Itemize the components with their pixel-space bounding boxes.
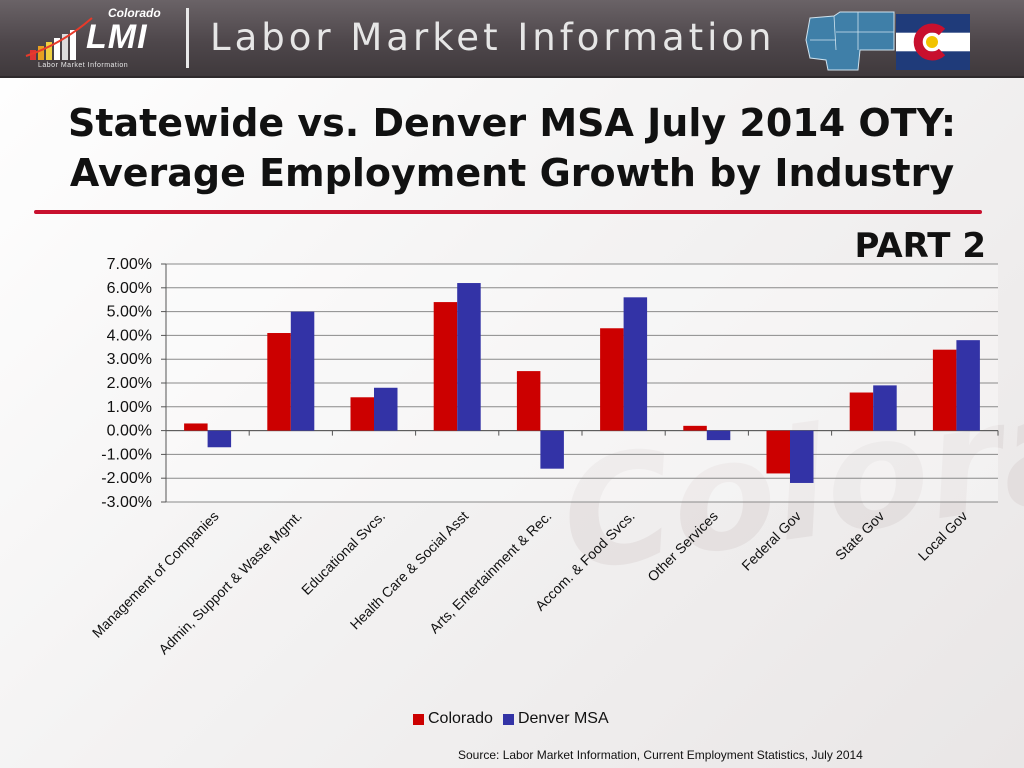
y-tick-label: -2.00% [101,470,152,487]
legend-label-colorado: Colorado [428,710,493,727]
y-tick-label: 7.00% [107,256,152,273]
y-tick-label: 6.00% [107,280,152,297]
source-note: Source: Labor Market Information, Curren… [458,748,863,762]
bar-denver [540,430,564,469]
y-tick-label: 1.00% [107,399,152,416]
bar-colorado [267,333,291,431]
legend-item-denver: Denver MSA [502,710,609,728]
bar-denver [374,387,398,431]
y-tick-label: 0.00% [107,423,152,440]
bar-colorado [184,423,208,431]
bar-colorado [350,397,374,431]
lmi-logo-icon [25,17,93,60]
y-tick-label: 3.00% [107,351,152,368]
bar-denver [956,340,980,431]
legend-label-denver: Denver MSA [517,710,609,727]
page-title: Statewide vs. Denver MSA July 2014 OTY: … [0,98,1024,198]
y-tick-label: 4.00% [107,327,152,344]
category-label: Educational Svcs. [298,508,388,598]
legend-swatch-colorado [413,713,424,725]
bar-colorado [516,371,541,431]
logo-top-text: Colorado [108,6,161,20]
header-banner: Colorado LMI Labor Market Information La… [0,0,1024,78]
bar-colorado [766,430,790,474]
colorado-region-map-icon [805,11,895,71]
chart-legend: Colorado Denver MSA [413,710,619,728]
title-line-1: Statewide vs. Denver MSA July 2014 OTY: [67,101,957,145]
title-underline [34,210,982,214]
category-label: Federal Gov [738,508,804,574]
bar-denver [706,430,731,441]
bar-colorado [600,328,624,431]
bar-denver [290,311,315,431]
bar-colorado [932,349,957,431]
category-label: State Gov [832,508,887,563]
part-label: PART 2 [854,226,986,266]
bar-denver [457,283,481,431]
bar-denver [623,297,648,431]
y-tick-label: -1.00% [101,446,152,463]
banner-title: Labor Market Information [210,16,776,59]
bar-denver [873,385,897,431]
y-tick-label: -3.00% [101,494,152,511]
bar-denver [207,430,232,448]
bar-colorado [849,392,874,431]
title-line-2: Average Employment Growth by Industry [69,151,955,195]
logo-main-text: LMI [86,18,148,56]
colorado-flag-icon [896,14,970,70]
category-label: Other Services [644,508,721,585]
category-label: Admin, Support & Waste Mgmt. [155,508,305,658]
y-tick-label: 2.00% [107,375,152,392]
y-tick-label: 5.00% [107,304,152,321]
bar-colorado [433,302,458,431]
legend-item-colorado: Colorado [413,710,493,728]
logo-sub-text: Labor Market Information [38,62,129,69]
legend-swatch-denver [502,713,514,725]
bar-colorado [683,425,707,431]
bar-denver [790,430,814,483]
header-divider [186,8,189,68]
category-label: Local Gov [915,508,971,564]
